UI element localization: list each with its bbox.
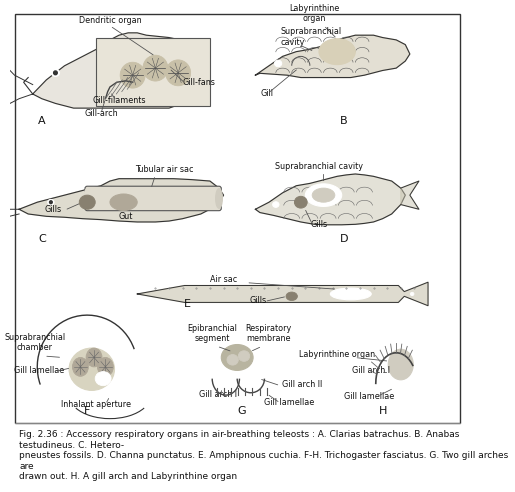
Ellipse shape: [95, 371, 111, 386]
Ellipse shape: [388, 349, 413, 380]
Text: Gills: Gills: [311, 219, 328, 229]
Ellipse shape: [305, 184, 341, 207]
Polygon shape: [19, 179, 224, 222]
Text: Gill arch I: Gill arch I: [199, 391, 237, 400]
Text: Dendritic organ: Dendritic organ: [79, 16, 141, 26]
Text: D: D: [340, 234, 348, 244]
Ellipse shape: [84, 188, 91, 208]
Text: Labyrinthine
organ: Labyrinthine organ: [289, 3, 339, 23]
Text: E: E: [184, 299, 191, 309]
Polygon shape: [255, 174, 405, 225]
Ellipse shape: [86, 348, 102, 367]
Ellipse shape: [221, 344, 253, 370]
Text: H: H: [379, 406, 387, 416]
Text: Gills: Gills: [249, 296, 266, 306]
Ellipse shape: [49, 201, 52, 204]
Text: Fig. 2.36 : Accessory respiratory organs in air-breathing teleosts : A. Clarias : Fig. 2.36 : Accessory respiratory organs…: [19, 430, 508, 481]
Polygon shape: [137, 282, 428, 306]
Text: Gut: Gut: [118, 212, 133, 221]
Ellipse shape: [274, 60, 282, 67]
Ellipse shape: [54, 71, 57, 75]
Text: Gill lamellae: Gill lamellae: [264, 399, 315, 407]
Ellipse shape: [330, 288, 371, 300]
Text: Suprabranchial
cavity: Suprabranchial cavity: [280, 27, 341, 47]
Text: Gill-fans: Gill-fans: [183, 78, 216, 87]
Text: G: G: [237, 406, 246, 416]
Ellipse shape: [110, 194, 137, 211]
Text: B: B: [340, 116, 348, 125]
Ellipse shape: [227, 355, 238, 365]
Ellipse shape: [73, 358, 89, 376]
Polygon shape: [401, 181, 419, 209]
Ellipse shape: [286, 292, 297, 301]
Text: Air sac: Air sac: [210, 275, 237, 284]
Ellipse shape: [295, 196, 307, 208]
Text: Gills: Gills: [45, 205, 62, 214]
Ellipse shape: [166, 60, 191, 86]
Ellipse shape: [48, 199, 54, 205]
Text: Labyrinthine organ: Labyrinthine organ: [299, 349, 375, 359]
Ellipse shape: [216, 188, 222, 208]
Polygon shape: [33, 33, 210, 108]
Ellipse shape: [143, 55, 168, 81]
Ellipse shape: [312, 188, 335, 202]
Text: Tubular air sac: Tubular air sac: [135, 165, 194, 174]
Bar: [96, 37, 210, 106]
Text: Gill lamellae: Gill lamellae: [14, 366, 65, 374]
Text: Epibranchial
segment: Epibranchial segment: [187, 324, 237, 343]
Ellipse shape: [79, 195, 95, 209]
Ellipse shape: [238, 351, 250, 361]
Ellipse shape: [69, 348, 114, 390]
Text: Gill arch I: Gill arch I: [352, 366, 390, 374]
Text: Respiratory
membrane: Respiratory membrane: [245, 324, 291, 343]
Text: C: C: [38, 234, 46, 244]
Text: Inhalant aperture: Inhalant aperture: [61, 400, 131, 409]
FancyBboxPatch shape: [85, 186, 221, 211]
Text: A: A: [38, 116, 46, 125]
Text: F: F: [84, 406, 91, 416]
Text: Gill: Gill: [260, 90, 273, 98]
Text: Gill-filaments: Gill-filaments: [92, 96, 146, 105]
Ellipse shape: [120, 62, 145, 88]
Text: Gill lamellae: Gill lamellae: [344, 392, 394, 401]
Ellipse shape: [272, 202, 279, 208]
Polygon shape: [255, 35, 410, 78]
Ellipse shape: [319, 39, 355, 64]
Text: Suprabranchial cavity: Suprabranchial cavity: [275, 162, 363, 171]
Bar: [14, 14, 460, 423]
Text: Gill arch II: Gill arch II: [282, 380, 322, 389]
Ellipse shape: [97, 358, 113, 376]
Ellipse shape: [410, 292, 414, 296]
Ellipse shape: [52, 69, 60, 76]
Text: Suprabranchial
chamber: Suprabranchial chamber: [5, 333, 65, 352]
Text: Gill-arch: Gill-arch: [84, 109, 118, 118]
